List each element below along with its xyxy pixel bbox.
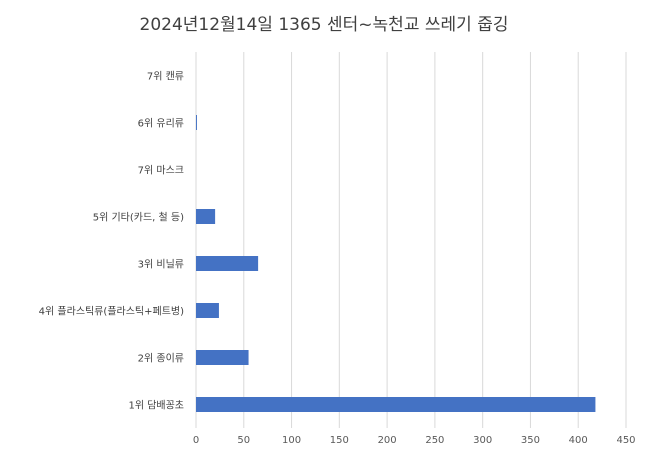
x-tick-label: 200 — [378, 435, 397, 446]
bar — [196, 209, 216, 224]
x-tick-label: 450 — [616, 435, 635, 446]
category-label: 7위 캔류 — [147, 70, 184, 83]
x-tick-label: 100 — [282, 435, 301, 446]
bar — [196, 115, 197, 130]
bar — [196, 256, 259, 271]
x-tick-label: 250 — [425, 435, 444, 446]
x-tick-label: 350 — [521, 435, 540, 446]
bars — [196, 115, 596, 412]
category-label: 3위 비닐류 — [138, 258, 184, 271]
x-tick-label: 50 — [237, 435, 250, 446]
category-labels: 1위 담배꽁초 2위 종이류 4위 플라스틱류(플라스틱+페트병) 3위 비닐류 5위 … — [39, 70, 184, 412]
x-tick-label: 300 — [473, 435, 492, 446]
bar — [196, 397, 596, 412]
x-tick-labels: 0 50 100 150 200 250 300 350 400 450 — [193, 435, 636, 446]
category-label: 2위 종이류 — [138, 352, 184, 365]
chart-title: 2024년12월14일 1365 센터~녹천교 쓰레기 줍깅 — [139, 15, 509, 35]
category-label: 4위 플라스틱류(플라스틱+페트병) — [39, 305, 184, 318]
category-label: 1위 담배꽁초 — [128, 399, 184, 412]
bar — [196, 350, 249, 365]
category-label: 5위 기타(카드, 철 등) — [93, 211, 184, 224]
category-label: 6위 유리류 — [138, 117, 184, 130]
category-label: 7위 마스크 — [138, 164, 184, 177]
x-tick-label: 0 — [193, 435, 199, 446]
x-tick-label: 400 — [569, 435, 588, 446]
bar — [196, 303, 219, 318]
gridlines — [195, 52, 627, 428]
x-tick-label: 150 — [330, 435, 349, 446]
